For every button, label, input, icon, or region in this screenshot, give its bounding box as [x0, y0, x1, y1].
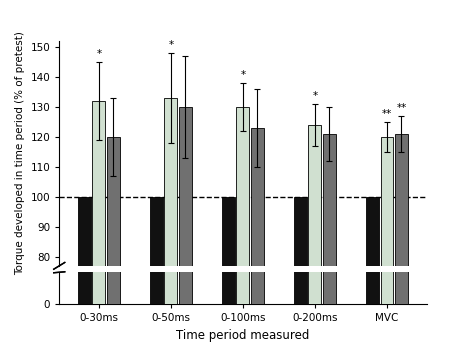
Bar — [222, 197, 235, 342]
Bar — [294, 197, 307, 342]
Bar — [150, 0, 163, 304]
Bar — [309, 0, 321, 304]
Text: *: * — [240, 70, 246, 80]
Bar — [164, 0, 177, 304]
Bar — [164, 98, 177, 342]
X-axis label: Time period measured: Time period measured — [176, 329, 310, 342]
Bar — [381, 0, 393, 304]
Text: **: ** — [396, 103, 407, 113]
Bar — [92, 0, 105, 304]
Bar — [179, 107, 192, 342]
Bar — [309, 125, 321, 342]
Bar — [179, 0, 192, 304]
Bar — [150, 197, 163, 342]
Bar — [107, 137, 120, 342]
Bar — [237, 0, 249, 304]
Text: *: * — [168, 40, 173, 50]
Bar — [92, 101, 105, 342]
Bar — [251, 128, 264, 342]
Bar — [366, 0, 379, 304]
Bar — [251, 0, 264, 304]
Bar — [222, 0, 235, 304]
Bar — [395, 0, 408, 304]
Bar — [381, 137, 393, 342]
Y-axis label: Torque developed in time period (% of pretest): Torque developed in time period (% of pr… — [15, 31, 25, 275]
Bar — [294, 0, 307, 304]
Bar — [323, 0, 336, 304]
Bar — [395, 134, 408, 342]
Bar — [366, 197, 379, 342]
Text: **: ** — [382, 109, 392, 119]
Text: *: * — [96, 49, 101, 59]
Bar — [237, 107, 249, 342]
Bar — [78, 0, 91, 304]
Bar — [323, 134, 336, 342]
Bar — [107, 0, 120, 304]
Bar — [78, 197, 91, 342]
Text: *: * — [312, 91, 318, 101]
